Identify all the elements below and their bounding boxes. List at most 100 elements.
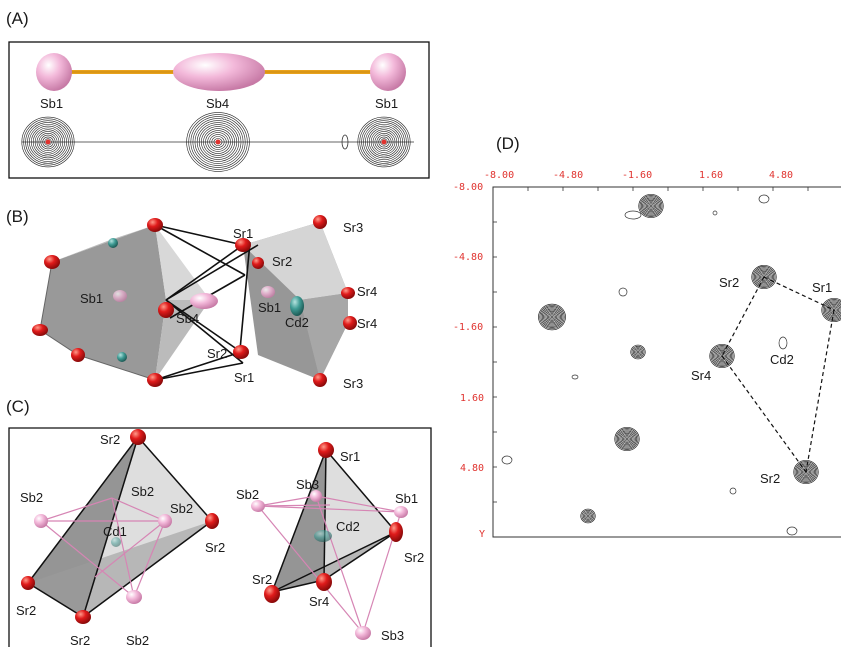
sr-atom <box>44 255 60 269</box>
sr-atom <box>264 585 280 603</box>
label-sb2-right: Sb2 <box>170 501 193 516</box>
panel-a-density-contours <box>21 112 411 172</box>
dashed-sr-connections <box>721 276 835 473</box>
sb1-atom <box>261 286 275 298</box>
panel-c-label: (C) <box>6 397 30 416</box>
x-tick-label: 4.80 <box>769 170 793 181</box>
sr-atom <box>21 576 35 590</box>
label-sr2-bottom: Sr2 <box>207 346 227 361</box>
cd-atom <box>117 352 127 362</box>
y-axis-label: Y <box>479 529 485 540</box>
label-sb1-left: Sb1 <box>80 291 103 306</box>
panel-a-frame <box>8 41 430 179</box>
label-sr2-right: Sr2 <box>205 540 225 555</box>
sb-atom <box>126 590 142 604</box>
cd2-atom <box>314 530 332 542</box>
cd1-atom <box>111 537 121 547</box>
sr-atom <box>130 429 146 445</box>
label-cd2: Cd2 <box>285 315 309 330</box>
sr2-atom <box>252 257 264 269</box>
panel-d-tick-marks <box>492 186 809 538</box>
x-tick-label: 1.60 <box>699 170 723 181</box>
label-sr4-lower: Sr4 <box>357 316 377 331</box>
label-sr2-left: Sr2 <box>16 603 36 618</box>
label-sb2: Sb2 <box>236 487 259 502</box>
sr1-atom <box>235 238 251 252</box>
sb4-atom <box>190 293 218 309</box>
label-sr2-top: Sr2 <box>272 254 292 269</box>
sb-atom <box>251 500 265 512</box>
y-tick-label: -4.80 <box>453 252 483 263</box>
sb-atom <box>158 514 172 528</box>
sb-links-right <box>257 495 402 634</box>
x-tick-label: -8.00 <box>484 170 514 181</box>
sr-atom <box>32 324 48 336</box>
label-sr2-top: Sr2 <box>100 432 120 447</box>
label-sb3-bottom: Sb3 <box>381 628 404 643</box>
label-sb2-bottom: Sb2 <box>126 633 149 647</box>
atom-sb1-left <box>36 53 72 91</box>
label-cd2: Cd2 <box>770 352 794 367</box>
sr-atom <box>147 373 163 387</box>
label-cd2: Cd2 <box>336 519 360 534</box>
label-sr2-bottom: Sr2 <box>70 633 90 647</box>
panel-d: (D) -8.00 -4.80 -1.60 1.60 4.80 -8.00 -4… <box>453 134 841 540</box>
sr1-atom <box>233 345 249 359</box>
label-sr4: Sr4 <box>309 594 329 609</box>
panel-c: (C) Sr2 Sb2 Sb2 <box>6 397 432 647</box>
sb-links-left <box>40 497 166 598</box>
atom-sb4 <box>173 53 265 91</box>
panel-a: (A) Sb1 Sb4 Sb1 <box>6 9 430 179</box>
label-sr1-bottom: Sr1 <box>234 370 254 385</box>
x-tick-label: -1.60 <box>622 170 652 181</box>
label-sb4: Sb4 <box>206 96 229 111</box>
octahedron-left-dark <box>28 437 138 617</box>
panel-d-label: (D) <box>496 134 520 153</box>
label-sr3-bottom: Sr3 <box>343 376 363 391</box>
label-sr1-top: Sr1 <box>233 226 253 241</box>
panel-b-label: (B) <box>6 207 29 226</box>
cd-atom <box>108 238 118 248</box>
y-tick-label: -1.60 <box>453 322 483 333</box>
label-sr3-top: Sr3 <box>343 220 363 235</box>
sb-atom <box>113 290 127 302</box>
y-tick-label: 4.80 <box>460 463 484 474</box>
sb-atom <box>355 626 371 640</box>
label-sr2-right: Sr2 <box>404 550 424 565</box>
sr-atom <box>158 302 174 318</box>
label-sr2-left: Sr2 <box>252 572 272 587</box>
panel-d-density-contours <box>501 193 841 536</box>
label-sr2-upper: Sr2 <box>719 275 739 290</box>
label-sb2-center: Sb2 <box>131 484 154 499</box>
sr-atom <box>318 442 334 458</box>
sb-atom <box>394 506 408 518</box>
label-sb1: Sb1 <box>395 491 418 506</box>
sr4-atom <box>341 287 355 299</box>
label-sr4: Sr4 <box>691 368 711 383</box>
sr-atom <box>75 610 91 624</box>
x-tick-label: -4.80 <box>553 170 583 181</box>
label-sr1: Sr1 <box>340 449 360 464</box>
sr3-atom <box>313 215 327 229</box>
panel-c-frame <box>8 427 432 647</box>
atom-sb1-right <box>370 53 406 91</box>
label-sr2-lower: Sr2 <box>760 471 780 486</box>
panel-a-label: (A) <box>6 9 29 28</box>
label-sb4: Sb4 <box>176 311 199 326</box>
sr-atom <box>71 348 85 362</box>
label-sb1-left: Sb1 <box>40 96 63 111</box>
sr-atom <box>316 573 332 591</box>
sr4-atom <box>343 316 357 330</box>
cd2-atom <box>290 296 304 316</box>
sr-sb-bonds <box>154 224 259 381</box>
sr-atom <box>205 513 219 529</box>
label-sr1: Sr1 <box>812 280 832 295</box>
y-tick-label: 1.60 <box>460 393 484 404</box>
sb-atom <box>34 514 48 528</box>
sr3-atom <box>313 373 327 387</box>
label-sb2-left: Sb2 <box>20 490 43 505</box>
label-sr4-upper: Sr4 <box>357 284 377 299</box>
label-cd1: Cd1 <box>103 524 127 539</box>
sb-atom <box>310 490 322 502</box>
